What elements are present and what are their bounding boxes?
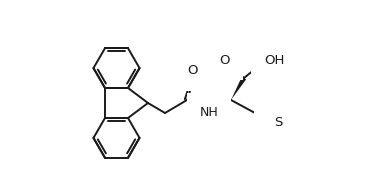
Text: O: O (220, 54, 230, 67)
Polygon shape (231, 77, 246, 100)
Text: NH: NH (199, 105, 219, 118)
Text: OH: OH (264, 54, 284, 67)
Text: O: O (188, 64, 198, 77)
Text: S: S (274, 115, 282, 129)
